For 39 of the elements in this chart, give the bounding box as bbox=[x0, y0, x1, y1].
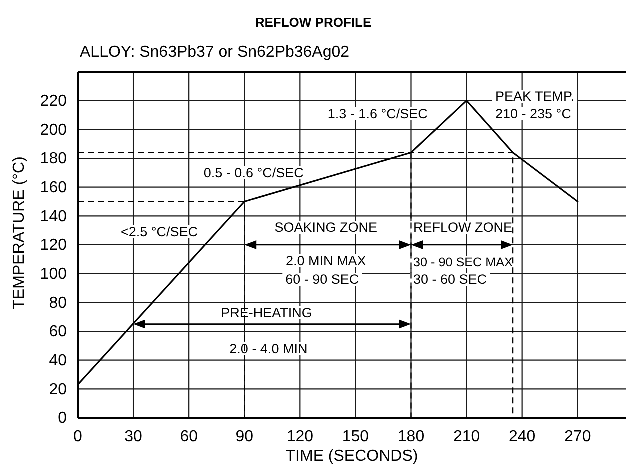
annotation: REFLOW ZONE bbox=[414, 220, 513, 236]
y-tick-label: 40 bbox=[49, 352, 68, 370]
x-tick-label: 120 bbox=[286, 428, 314, 446]
y-tick-label: 140 bbox=[40, 208, 68, 226]
annotation: 2.0 MIN MAX bbox=[286, 253, 366, 268]
y-axis-title: TEMPERATURE (°C) bbox=[11, 156, 28, 310]
y-tick-label: 80 bbox=[49, 294, 68, 312]
annotation: 2.0 - 4.0 MIN bbox=[230, 341, 308, 356]
annotation: 60 - 90 SEC bbox=[286, 272, 360, 288]
x-tick-label: 270 bbox=[564, 428, 592, 446]
y-tick-label: 120 bbox=[40, 237, 68, 254]
y-tick-label: 100 bbox=[40, 266, 68, 283]
y-tick-label: 20 bbox=[49, 381, 68, 398]
x-tick-label: 0 bbox=[74, 428, 83, 446]
x-tick-label: 210 bbox=[453, 428, 480, 446]
y-tick-label: 220 bbox=[40, 92, 68, 110]
y-tick-label: 200 bbox=[40, 122, 68, 139]
annotation: 30 - 90 SEC MAX bbox=[414, 255, 514, 270]
annotation: 1.3 - 1.6 °C/SEC bbox=[328, 106, 428, 122]
y-tick-label: 0 bbox=[58, 410, 68, 428]
x-axis-title: TIME (SECONDS) bbox=[286, 448, 418, 465]
y-tick-label: 60 bbox=[49, 324, 68, 341]
annotation: <2.5 °C/SEC bbox=[120, 224, 198, 240]
x-tick-label: 240 bbox=[508, 428, 536, 446]
x-tick-label: 60 bbox=[180, 428, 198, 446]
y-tick-label: 160 bbox=[40, 179, 68, 196]
annotation: SOAKING ZONE bbox=[274, 220, 378, 236]
x-tick-label: 30 bbox=[124, 428, 143, 446]
y-tick-label: 180 bbox=[40, 150, 68, 168]
annotation: 0.5 - 0.6 °C/SEC bbox=[204, 165, 304, 180]
x-tick-label: 180 bbox=[398, 428, 425, 446]
annotation: PEAK TEMP. bbox=[496, 89, 575, 104]
x-tick-label: 150 bbox=[342, 428, 370, 446]
chart-title: REFLOW PROFILE bbox=[255, 15, 372, 30]
annotation: 30 - 60 SEC bbox=[414, 272, 488, 288]
annotation: PRE-HEATING bbox=[221, 305, 312, 320]
chart-subtitle: ALLOY: Sn63Pb37 or Sn62Pb36Ag02 bbox=[80, 44, 350, 61]
x-tick-label: 90 bbox=[236, 428, 254, 446]
annotation: 210 - 235 °C bbox=[496, 106, 572, 122]
